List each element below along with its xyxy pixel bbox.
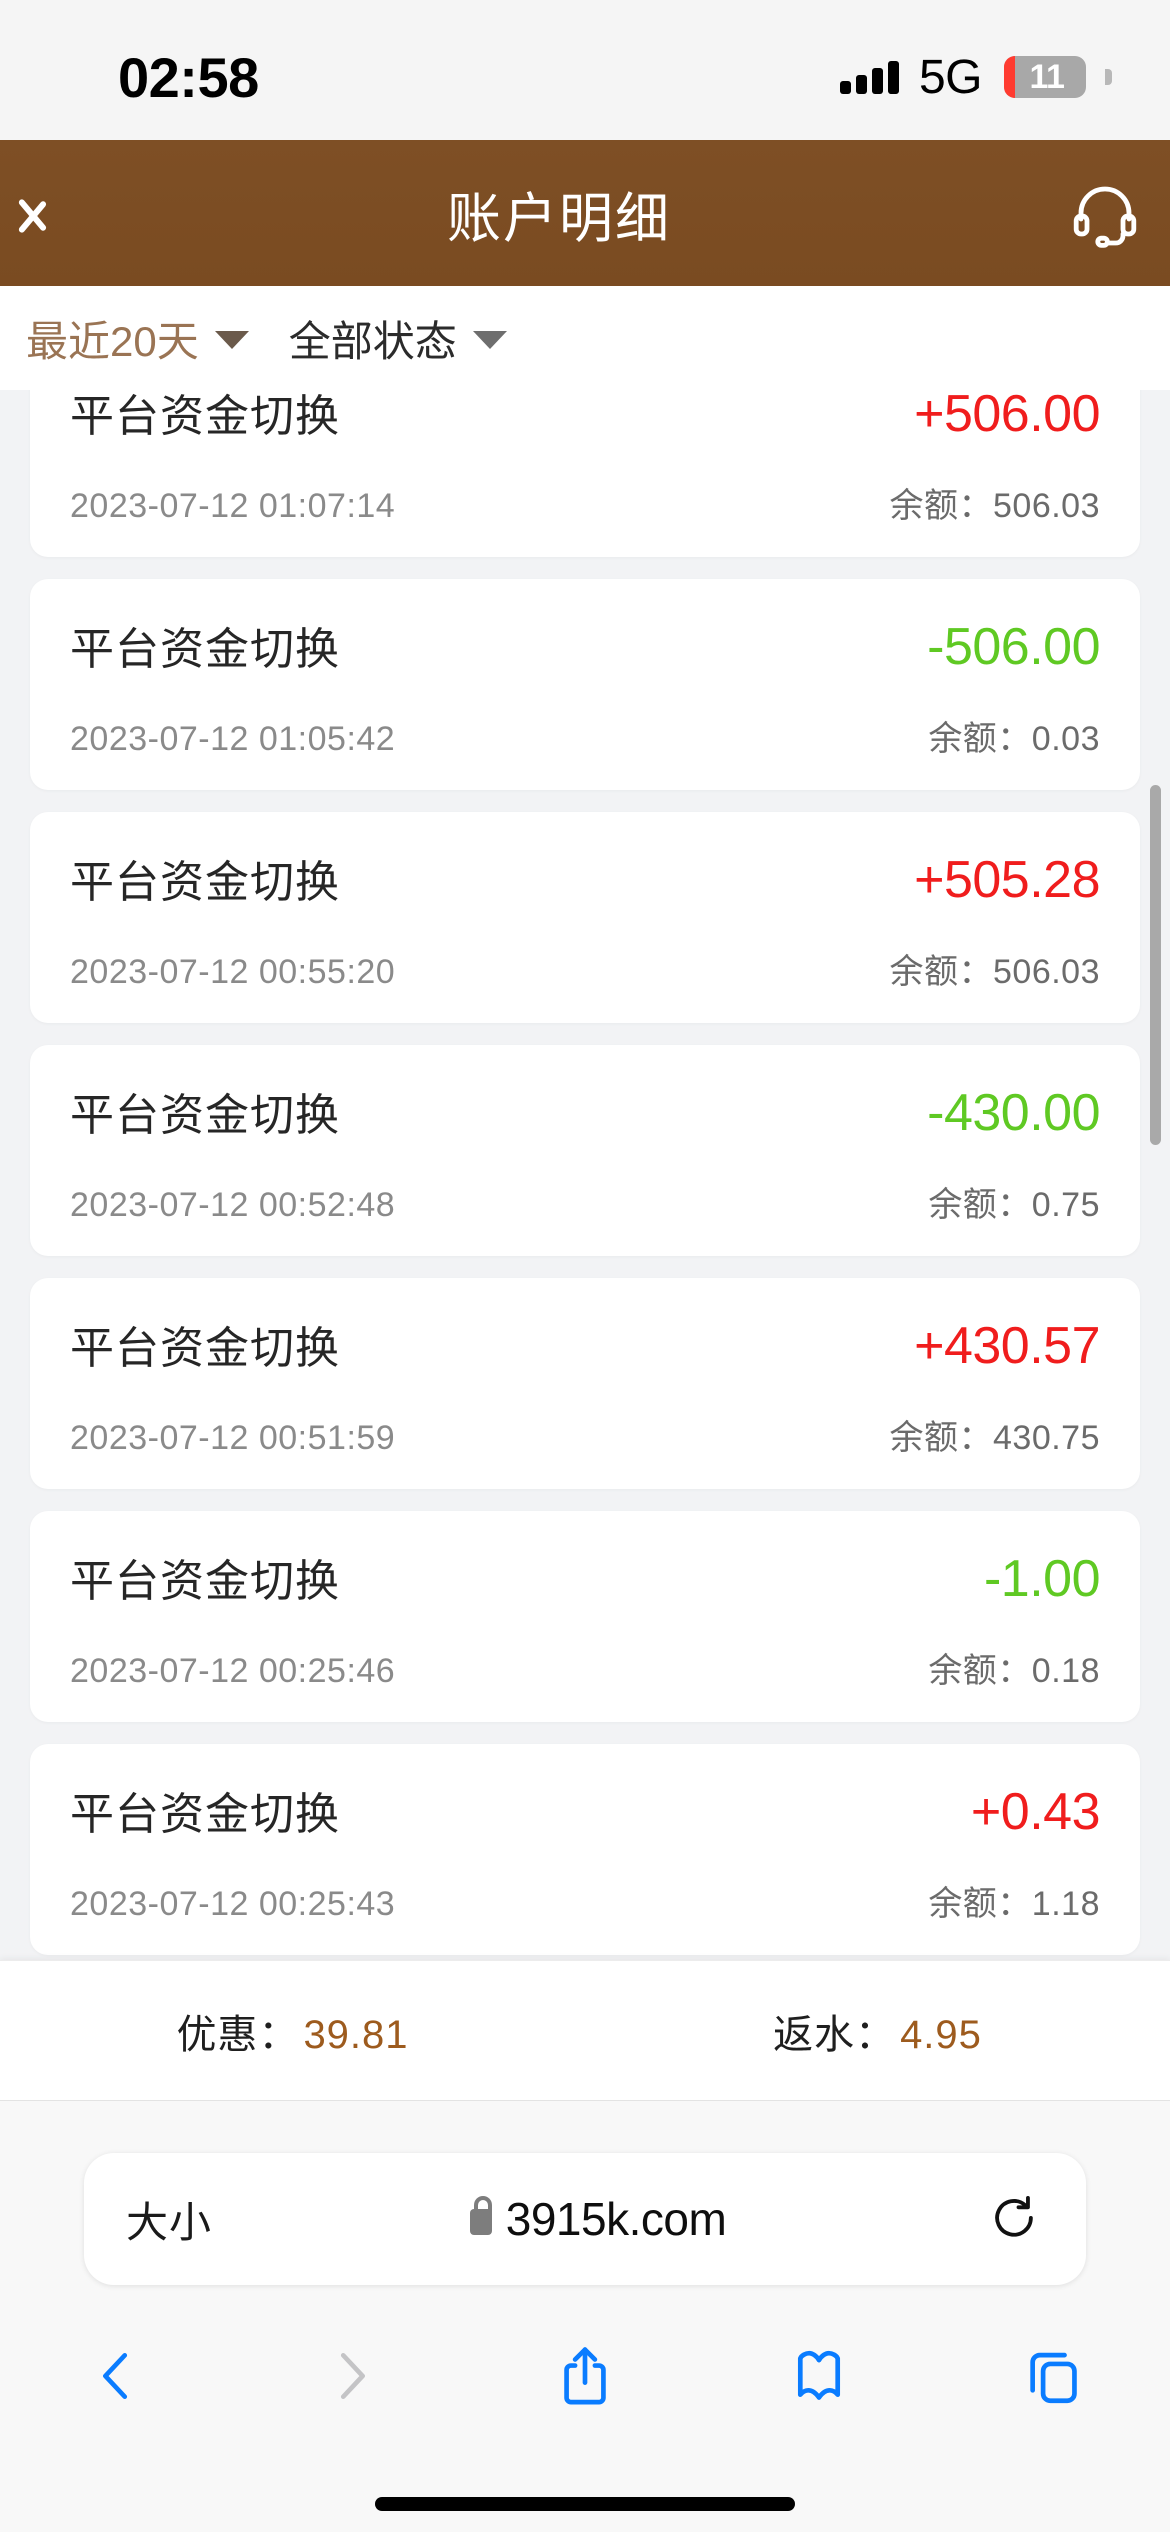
- chevron-left-icon: [103, 2353, 128, 2399]
- app-header: 账户明细: [0, 140, 1170, 286]
- bookmarks-button[interactable]: [702, 2311, 936, 2441]
- filter-status[interactable]: 全部状态: [289, 308, 507, 369]
- transaction-balance: 余额：0.75: [928, 1186, 1100, 1224]
- home-indicator: [375, 2497, 795, 2511]
- summary-rebate-value: 4.95: [900, 2013, 982, 2057]
- transaction-title: 平台资金切换: [70, 858, 340, 907]
- transaction-title: 平台资金切换: [70, 1557, 340, 1606]
- page-title: 账户明细: [447, 188, 671, 249]
- transaction-amount: -430.00: [927, 1084, 1100, 1142]
- transaction-amount: +430.57: [914, 1317, 1100, 1375]
- headset-icon: [1073, 186, 1137, 248]
- back-chevron-icon: [42, 183, 76, 243]
- summary-discount-label: 优惠：: [176, 2013, 300, 2057]
- transaction-balance: 余额：0.18: [928, 1652, 1100, 1690]
- transaction-date: 2023-07-12 00:55:20: [70, 953, 396, 991]
- reload-icon: [995, 2195, 1033, 2237]
- summary-discount-value: 39.81: [303, 2013, 409, 2057]
- transaction-title: 平台资金切换: [70, 1091, 340, 1140]
- transaction-date: 2023-07-12 00:51:59: [70, 1419, 396, 1457]
- transaction-balance: 余额：430.75: [889, 1419, 1100, 1457]
- url-text: 3915k.com: [505, 2193, 727, 2245]
- transaction-balance: 余额：506.03: [889, 953, 1100, 991]
- transaction-row[interactable]: 平台资金切换 +506.00 2023-07-12 01:07:14 余额：50…: [30, 390, 1140, 557]
- transaction-title: 平台资金切换: [70, 392, 340, 441]
- status-bar: 02:58 5G 11: [0, 0, 1170, 140]
- tabs-icon: [1030, 2352, 1077, 2404]
- filter-status-label: 全部状态: [288, 317, 457, 365]
- transaction-title: 平台资金切换: [70, 1790, 340, 1839]
- url-bar[interactable]: 大小 3915k.com: [84, 2153, 1086, 2285]
- transaction-row[interactable]: 平台资金切换 +0.43 2023-07-12 00:25:43 余额：1.18: [30, 1744, 1140, 1955]
- book-icon: [797, 2350, 841, 2400]
- battery-percent: 11: [1029, 57, 1065, 96]
- battery-fill: [1004, 56, 1015, 98]
- transaction-row[interactable]: 平台资金切换 -430.00 2023-07-12 00:52:48 余额：0.…: [30, 1045, 1140, 1256]
- signal-bars-icon: [839, 60, 899, 94]
- filter-bar: 最近20天 全部状态: [0, 286, 1170, 390]
- transaction-balance: 余额：1.18: [928, 1885, 1100, 1923]
- transaction-amount: +506.00: [914, 390, 1100, 443]
- chevron-down-icon: [472, 331, 507, 349]
- chevron-down-icon: [214, 331, 249, 349]
- transaction-row[interactable]: 平台资金切换 +505.28 2023-07-12 00:55:20 余额：50…: [30, 812, 1140, 1023]
- filter-date-range-label: 最近20天: [26, 317, 199, 365]
- transaction-date: 2023-07-12 00:25:43: [70, 1885, 396, 1923]
- browser-forward-button[interactable]: [234, 2311, 468, 2441]
- page-zoom-button[interactable]: 大小: [126, 2198, 213, 2246]
- lock-icon: [469, 2196, 492, 2235]
- share-icon: [564, 2347, 606, 2405]
- battery-icon: 11: [1004, 56, 1086, 98]
- battery-cap: [1105, 69, 1112, 85]
- transaction-amount: -1.00: [983, 1550, 1101, 1608]
- summary-discount: 优惠： 39.81: [0, 2002, 585, 2060]
- summary-rebate-label: 返水：: [773, 2013, 897, 2057]
- transaction-balance: 余额：506.03: [889, 487, 1100, 525]
- chevron-right-icon: [340, 2353, 365, 2399]
- transaction-list-container[interactable]: 平台资金切换 +506.00 2023-07-12 01:07:14 余额：50…: [0, 390, 1170, 1960]
- network-type-label: 5G: [918, 50, 983, 104]
- transaction-date: 2023-07-12 01:05:42: [70, 720, 396, 758]
- browser-toolbar: [0, 2311, 1170, 2441]
- transaction-amount: +0.43: [970, 1783, 1101, 1841]
- transaction-title: 平台资金切换: [70, 1324, 340, 1373]
- transaction-amount: +505.28: [914, 851, 1100, 909]
- reload-button[interactable]: [984, 2189, 1044, 2249]
- share-button[interactable]: [468, 2311, 702, 2441]
- status-indicators: 5G 11: [839, 50, 1112, 105]
- customer-support-button[interactable]: [1040, 140, 1170, 286]
- transaction-balance: 余额：0.03: [928, 720, 1100, 758]
- tabs-button[interactable]: [936, 2311, 1170, 2441]
- status-time: 02:58: [118, 45, 259, 109]
- transaction-amount: -506.00: [927, 618, 1100, 676]
- transaction-date: 2023-07-12 01:07:14: [70, 487, 396, 525]
- browser-back-button[interactable]: [0, 2311, 234, 2441]
- filter-date-range[interactable]: 最近20天: [26, 308, 249, 369]
- summary-bar: 优惠： 39.81 返水： 4.95: [0, 1960, 1170, 2101]
- transaction-list: 平台资金切换 +506.00 2023-07-12 01:07:14 余额：50…: [0, 390, 1170, 1960]
- url-display[interactable]: 3915k.com: [212, 2192, 984, 2246]
- transaction-date: 2023-07-12 00:52:48: [70, 1186, 396, 1224]
- safari-browser-chrome: 大小 3915k.com: [0, 2100, 1170, 2532]
- transaction-row[interactable]: 平台资金切换 -1.00 2023-07-12 00:25:46 余额：0.18: [30, 1511, 1140, 1722]
- transaction-title: 平台资金切换: [70, 625, 340, 674]
- transaction-row[interactable]: 平台资金切换 +430.57 2023-07-12 00:51:59 余额：43…: [30, 1278, 1140, 1489]
- transaction-row[interactable]: 平台资金切换 -506.00 2023-07-12 01:05:42 余额：0.…: [30, 579, 1140, 790]
- vertical-scrollbar[interactable]: [1150, 785, 1161, 1145]
- summary-rebate: 返水： 4.95: [585, 2002, 1170, 2060]
- transaction-date: 2023-07-12 00:25:46: [70, 1652, 396, 1690]
